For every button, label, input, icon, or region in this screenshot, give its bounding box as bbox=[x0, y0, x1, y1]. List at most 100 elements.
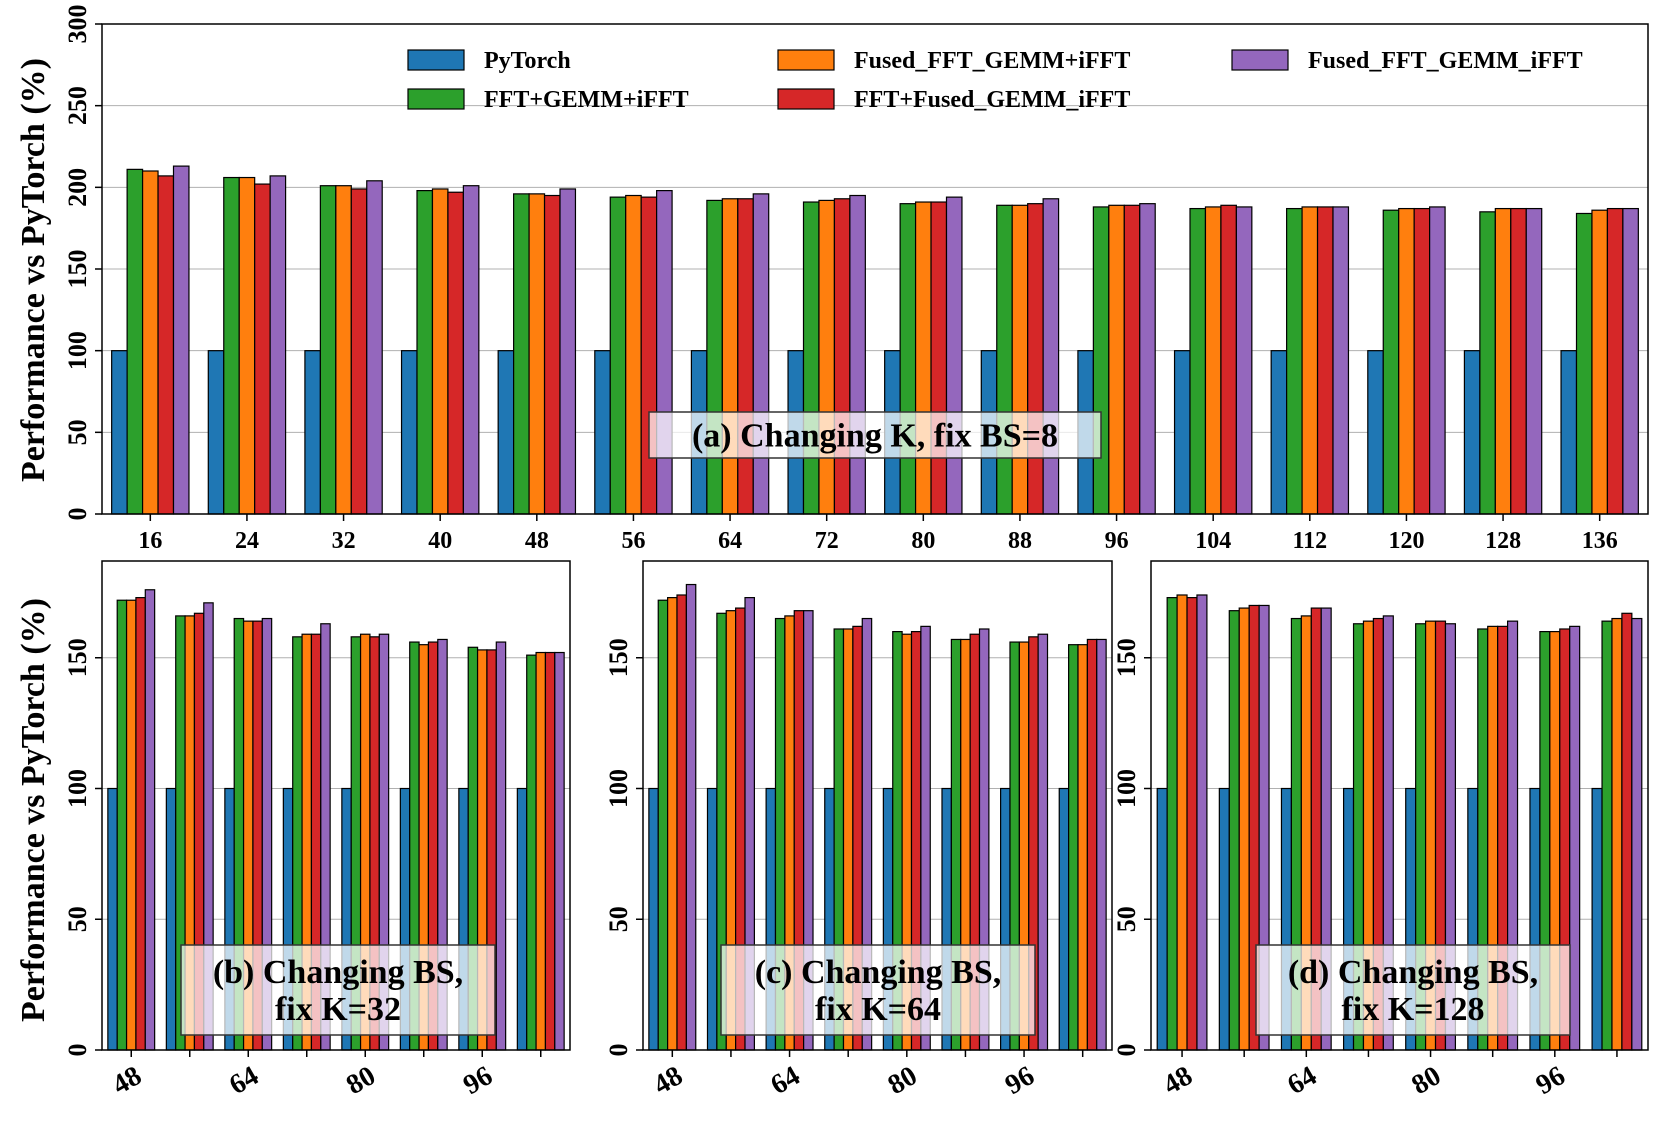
bar bbox=[1058, 787, 1070, 1051]
bar bbox=[1189, 207, 1207, 515]
bar bbox=[141, 170, 159, 515]
bar bbox=[1463, 350, 1481, 515]
chart-title: (c) Changing BS, fix K=64 bbox=[755, 954, 1002, 1028]
bar bbox=[818, 199, 836, 515]
bar bbox=[640, 196, 658, 515]
bar bbox=[1367, 350, 1384, 515]
bar bbox=[1575, 212, 1593, 515]
x-tick-label: 80 bbox=[341, 1060, 381, 1101]
bar bbox=[667, 597, 678, 1051]
bar bbox=[516, 787, 528, 1051]
chart-panel-b: 0 50 100 150 48 64 80 96 (b) Changing BS, fix K=3… bbox=[63, 560, 571, 1101]
bar bbox=[1096, 638, 1107, 1051]
bar bbox=[559, 188, 577, 515]
bar bbox=[685, 583, 697, 1051]
bar bbox=[930, 201, 948, 515]
bar bbox=[554, 651, 565, 1051]
bar bbox=[656, 190, 673, 515]
bar bbox=[1011, 204, 1029, 515]
bar bbox=[350, 188, 368, 515]
bar bbox=[165, 787, 177, 1051]
chart-title-box bbox=[180, 944, 496, 1036]
bar bbox=[1591, 787, 1603, 1051]
x-tick-label: 80 bbox=[911, 528, 935, 554]
bar bbox=[1027, 203, 1044, 515]
bar bbox=[238, 176, 256, 515]
bar bbox=[1316, 206, 1334, 515]
x-tick-label: 40 bbox=[428, 528, 452, 554]
bar bbox=[116, 599, 128, 1051]
y-tick-label: 0 bbox=[1112, 1044, 1141, 1057]
y-tick-label: 0 bbox=[604, 1044, 633, 1057]
x-tick-label: 64 bbox=[718, 528, 742, 554]
chart-panel-a: 0 50 100 150 200 250 300 16 24 32 40 48 56 64 72 80 88 96… bbox=[63, 5, 1649, 554]
x-tick-label: 104 bbox=[1195, 528, 1231, 554]
bar bbox=[319, 185, 337, 515]
bar bbox=[1186, 597, 1198, 1051]
y-tick-label: 300 bbox=[63, 5, 92, 44]
chart-legend: PyTorch FFT+GEMM+iFFT Fused_FFT_GEMM+iFFT F… bbox=[407, 48, 1583, 113]
y-tick-label: 250 bbox=[63, 86, 92, 125]
bar bbox=[609, 196, 627, 515]
bar bbox=[144, 589, 156, 1051]
bar bbox=[366, 180, 383, 515]
bar bbox=[535, 651, 547, 1051]
chart-title-box bbox=[1255, 944, 1571, 1036]
plot-frame bbox=[101, 560, 571, 1051]
bar bbox=[1166, 597, 1178, 1051]
bar bbox=[1218, 787, 1230, 1051]
bar bbox=[802, 201, 820, 515]
bar bbox=[126, 168, 144, 515]
y-tick-label: 100 bbox=[1112, 769, 1141, 808]
chart-title: (a) Changing K, fix BS=8 bbox=[692, 418, 1058, 455]
bar bbox=[335, 185, 352, 515]
bar bbox=[721, 198, 739, 515]
bar bbox=[207, 350, 225, 515]
bar bbox=[1228, 610, 1240, 1051]
legend-swatch bbox=[777, 88, 835, 110]
bar bbox=[254, 183, 271, 515]
chart-title: (d) Changing BS, fix K=128 bbox=[1288, 954, 1538, 1028]
x-tick-label: 136 bbox=[1582, 528, 1618, 554]
y-tick-label: 100 bbox=[63, 331, 92, 370]
x-tick-label: 48 bbox=[1158, 1060, 1198, 1101]
x-tick-label: 80 bbox=[1406, 1060, 1446, 1101]
bar bbox=[526, 654, 537, 1051]
y-tick-label: 50 bbox=[63, 906, 92, 932]
x-tick-label: 32 bbox=[332, 528, 356, 554]
bar bbox=[304, 350, 321, 515]
bar bbox=[1494, 207, 1512, 515]
bar bbox=[1176, 594, 1188, 1051]
bar bbox=[544, 651, 556, 1051]
bar bbox=[1042, 198, 1060, 515]
legend-swatch bbox=[1231, 49, 1289, 71]
bar bbox=[543, 194, 561, 515]
bar bbox=[157, 175, 175, 515]
legend-swatch bbox=[407, 88, 465, 110]
bar bbox=[1092, 206, 1110, 515]
bar bbox=[1611, 617, 1623, 1051]
bar bbox=[1068, 644, 1079, 1051]
bar bbox=[1569, 625, 1581, 1051]
bar bbox=[625, 194, 642, 515]
bar bbox=[752, 193, 770, 515]
y-tick-label: 100 bbox=[604, 769, 633, 808]
bar bbox=[899, 203, 917, 515]
bar bbox=[495, 641, 507, 1051]
chart-panel-c: 0 50 100 150 48 64 80 96 (c) Changing BS, fix K=6… bbox=[604, 560, 1113, 1101]
bar bbox=[1560, 350, 1578, 515]
bar bbox=[528, 193, 546, 515]
x-tick-label: 112 bbox=[1292, 528, 1327, 554]
bar bbox=[1037, 633, 1049, 1051]
x-tick-label: 64 bbox=[1282, 1060, 1322, 1101]
x-tick-label: 120 bbox=[1388, 528, 1424, 554]
y-tick-label: 50 bbox=[63, 419, 92, 445]
bar bbox=[462, 185, 480, 515]
bar bbox=[706, 199, 723, 515]
bar bbox=[513, 193, 530, 515]
bar bbox=[1479, 211, 1496, 515]
y-tick-label: 150 bbox=[63, 250, 92, 289]
bar bbox=[1382, 209, 1400, 515]
y-tick-label: 50 bbox=[604, 906, 633, 932]
